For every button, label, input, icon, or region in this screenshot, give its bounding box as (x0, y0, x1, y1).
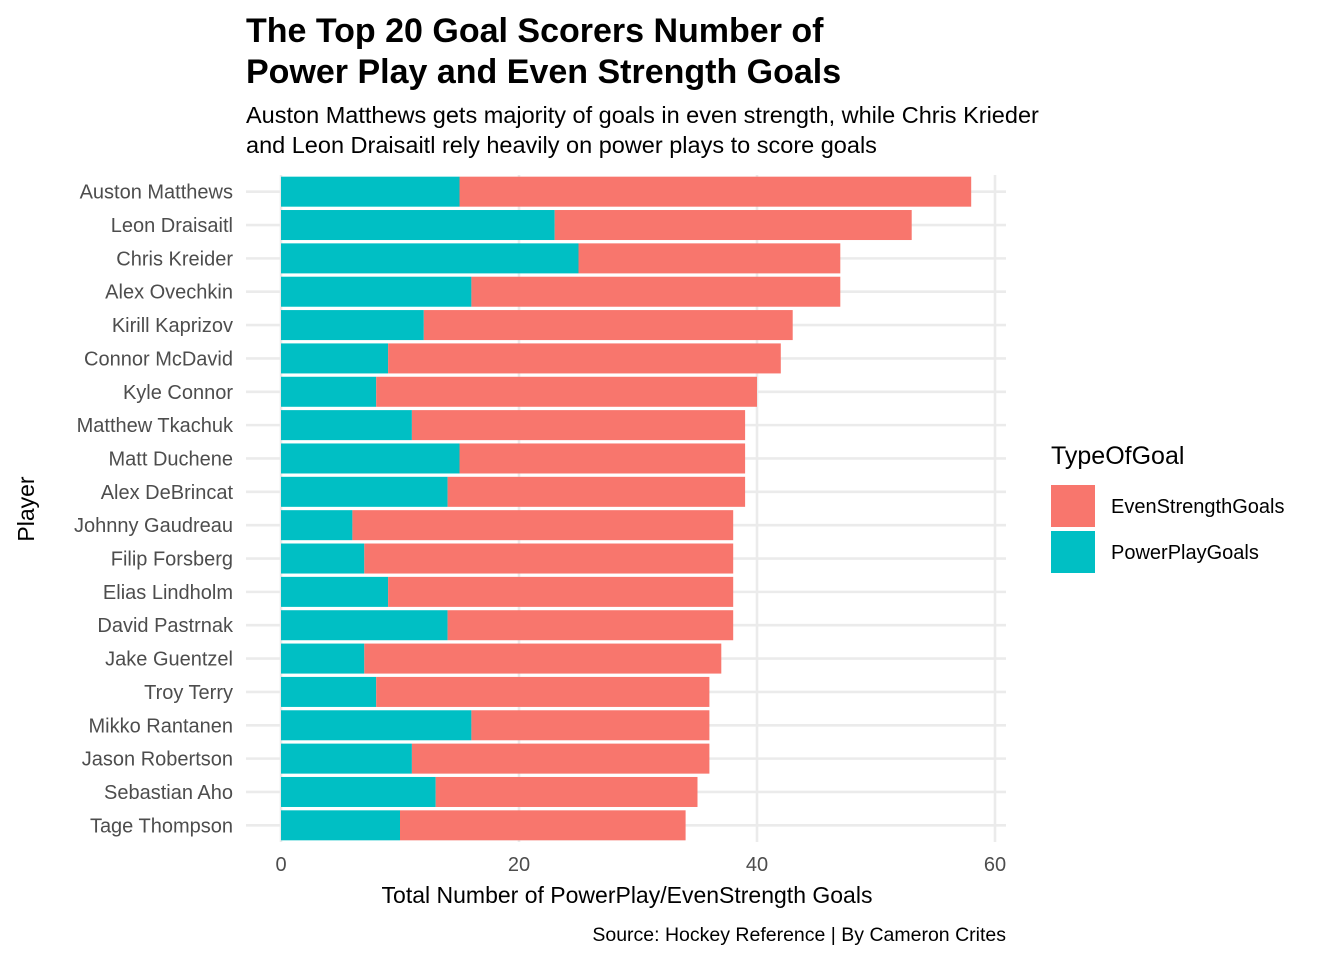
bar-evenstrength (388, 576, 734, 607)
bar-powerplay (281, 543, 365, 574)
bar-powerplay (281, 176, 460, 207)
y-tick-label: Troy Terry (144, 682, 233, 704)
bar-powerplay (281, 643, 365, 674)
chart-caption: Source: Hockey Reference | By Cameron Cr… (592, 924, 1006, 946)
bar-powerplay (281, 610, 448, 641)
y-axis-title: Player (13, 476, 39, 542)
bar-powerplay (281, 276, 472, 307)
bar-evenstrength (364, 543, 734, 574)
bar-evenstrength (388, 343, 781, 374)
y-tick-label: Alex Ovechkin (105, 282, 233, 304)
chart-subtitle-line-2: and Leon Draisaitl rely heavily on power… (246, 132, 877, 158)
y-tick-label: Connor McDavid (84, 348, 233, 370)
bar-powerplay (281, 810, 400, 841)
y-tick-label: Auston Matthews (80, 182, 233, 204)
legend: TypeOfGoal EvenStrengthGoals PowerPlayGoa… (1051, 442, 1284, 573)
chart-subtitle-line-1: Auston Matthews gets majority of goals i… (246, 102, 1039, 128)
y-tick-label: Kyle Connor (123, 382, 233, 404)
y-tick-label: Johnny Gaudreau (74, 515, 233, 537)
legend-title: TypeOfGoal (1051, 442, 1184, 470)
bar-powerplay (281, 310, 424, 341)
y-tick-label: Filip Forsberg (111, 549, 233, 571)
y-tick-label: David Pastrnak (97, 615, 234, 637)
bar-powerplay (281, 343, 389, 374)
y-tick-label: Leon Draisaitl (111, 215, 233, 237)
bar-evenstrength (411, 410, 746, 441)
y-tick-label: Chris Kreider (116, 248, 233, 270)
bar-powerplay (281, 443, 460, 474)
grid-lines (246, 175, 1006, 842)
legend-swatch (1051, 485, 1095, 527)
x-tick-label: 40 (746, 854, 768, 876)
y-tick-label: Mikko Rantanen (88, 715, 233, 737)
chart-title-line-1: The Top 20 Goal Scorers Number of (246, 12, 824, 50)
bar-evenstrength (554, 210, 912, 241)
y-tick-label: Jason Robertson (82, 749, 233, 771)
bar-powerplay (281, 243, 579, 274)
y-tick-label: Jake Guentzel (105, 649, 233, 671)
legend-label: PowerPlayGoals (1111, 542, 1259, 564)
bar-powerplay (281, 376, 377, 407)
bar-evenstrength (471, 276, 841, 307)
bar-evenstrength (352, 510, 734, 541)
bar-evenstrength (364, 643, 722, 674)
bar-evenstrength (411, 743, 710, 774)
bar-powerplay (281, 776, 436, 807)
bar-powerplay (281, 576, 389, 607)
x-axis-title: Total Number of PowerPlay/EvenStrength G… (382, 882, 873, 908)
bar-powerplay (281, 210, 555, 241)
bar-powerplay (281, 410, 412, 441)
bar-evenstrength (459, 443, 746, 474)
bar-powerplay (281, 676, 377, 707)
y-tick-label: Matthew Tkachuk (77, 415, 234, 437)
x-tick-labels: 0 20 40 60 (275, 854, 1006, 876)
x-tick-label: 20 (508, 854, 530, 876)
bar-evenstrength (471, 710, 710, 741)
bar-evenstrength (376, 376, 757, 407)
y-tick-labels: Auston Matthews Leon Draisaitl Chris Kreid… (74, 182, 234, 838)
y-tick-label: Matt Duchene (108, 448, 233, 470)
y-tick-label: Kirill Kaprizov (112, 315, 233, 337)
y-tick-label: Alex DeBrincat (101, 482, 234, 504)
x-tick-label: 60 (984, 854, 1006, 876)
chart-title-line-2: Power Play and Even Strength Goals (246, 53, 841, 91)
legend-swatch (1051, 531, 1095, 573)
bar-evenstrength (578, 243, 841, 274)
bar-powerplay (281, 510, 353, 541)
y-tick-label: Elias Lindholm (103, 582, 233, 604)
bar-evenstrength (423, 310, 793, 341)
legend-label: EvenStrengthGoals (1111, 496, 1284, 518)
bar-evenstrength (435, 776, 698, 807)
bar-powerplay (281, 476, 448, 507)
bar-powerplay (281, 710, 472, 741)
bar-evenstrength (459, 176, 972, 207)
bar-evenstrength (447, 476, 746, 507)
x-tick-label: 0 (275, 854, 286, 876)
bar-evenstrength (376, 676, 710, 707)
y-tick-label: Tage Thompson (90, 815, 233, 837)
bar-evenstrength (400, 810, 686, 841)
bar-powerplay (281, 743, 412, 774)
y-tick-label: Sebastian Aho (104, 782, 233, 804)
bar-evenstrength (447, 610, 734, 641)
bars (281, 176, 972, 841)
